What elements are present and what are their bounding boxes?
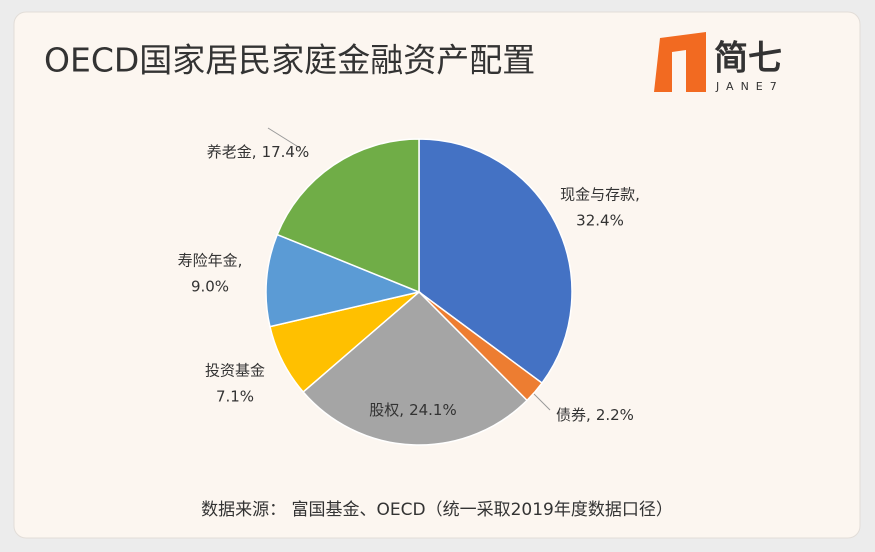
pie-slice xyxy=(265,233,422,328)
value-label: 24.1% xyxy=(409,401,457,419)
value-label: 9.0% xyxy=(191,278,229,296)
slice-label-name: 债券, xyxy=(556,406,591,424)
value-label: 2.2% xyxy=(596,406,634,424)
value-label: 7.1% xyxy=(216,388,254,406)
slice-label: 现金与存款, xyxy=(560,186,640,204)
slice-label: 寿险年金, xyxy=(178,252,243,270)
pie-slice xyxy=(302,290,529,446)
logo-mark xyxy=(654,32,706,92)
logo-text: 简七 xyxy=(714,39,782,79)
pie-slice xyxy=(276,138,420,294)
slice-label: 投资基金 xyxy=(205,362,265,380)
pie-slice xyxy=(418,138,573,385)
value-label: 32.4% xyxy=(576,212,624,230)
logo-subtext: JANE7 xyxy=(715,80,784,93)
source-note: 数据来源： 富国基金、OECD（统一采取2019年度数据口径） xyxy=(201,500,673,520)
slice-label-name: 股权, xyxy=(369,401,404,419)
slice-label-name: 养老金, xyxy=(207,143,257,161)
logo: 简七 JANE7 xyxy=(654,32,784,93)
slice-label: 养老金, 17.4% xyxy=(207,143,309,161)
slice-label: 股权, 24.1% xyxy=(369,401,456,419)
slice-label: 债券, 2.2% xyxy=(556,406,634,424)
value-label: 17.4% xyxy=(262,143,310,161)
chart-title: OECD国家居民家庭金融资产配置 xyxy=(44,41,535,80)
leader-line xyxy=(267,127,301,149)
